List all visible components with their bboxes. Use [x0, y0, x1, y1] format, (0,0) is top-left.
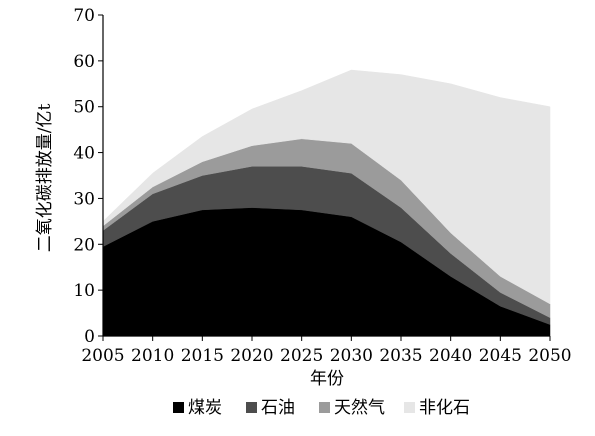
- x-tick-label: 2005: [81, 346, 124, 366]
- y-axis-title: 二氧化碳排放量/亿t: [35, 104, 55, 253]
- y-tick-label: 30: [73, 189, 95, 209]
- legend-label-3: 非化石: [419, 398, 470, 418]
- x-tick-label: 2050: [528, 346, 571, 366]
- legend-swatch-2: [319, 402, 330, 413]
- x-tick-label: 2035: [379, 346, 422, 366]
- legend-swatch-0: [173, 402, 184, 413]
- y-tick-label: 10: [73, 281, 95, 301]
- x-axis-title: 年份: [310, 369, 344, 389]
- y-tick-label: 50: [73, 98, 95, 118]
- legend-label-1: 石油: [261, 398, 295, 418]
- legend-swatch-3: [404, 402, 415, 413]
- x-tick-label: 2010: [131, 346, 174, 366]
- x-tick-label: 2015: [181, 346, 224, 366]
- legend: 煤炭 石油 天然气 非化石: [173, 398, 470, 418]
- axes: [102, 15, 550, 337]
- legend-swatch-1: [246, 402, 257, 413]
- x-tick-label: 2030: [330, 346, 373, 366]
- x-tick-label: 2025: [280, 346, 323, 366]
- y-tick-label: 0: [84, 327, 95, 347]
- y-tick-label: 60: [73, 52, 95, 72]
- x-tick-label: 2040: [429, 346, 472, 366]
- y-tick-label: 20: [73, 235, 95, 255]
- y-tick-label: 70: [73, 6, 95, 26]
- x-tick-label: 2045: [479, 346, 522, 366]
- legend-label-2: 天然气: [334, 398, 385, 418]
- y-ticks: 0 10 20 30 40 50 60 70: [73, 6, 103, 347]
- area-layer: [102, 69, 551, 337]
- legend-label-0: 煤炭: [188, 398, 222, 418]
- x-ticks: 2005 2010 2015 2020 2025 2030 2035 2040 2045 2050: [81, 336, 572, 366]
- area-series-3: [102, 69, 551, 305]
- x-tick-label: 2020: [230, 346, 273, 366]
- y-tick-label: 40: [73, 144, 95, 164]
